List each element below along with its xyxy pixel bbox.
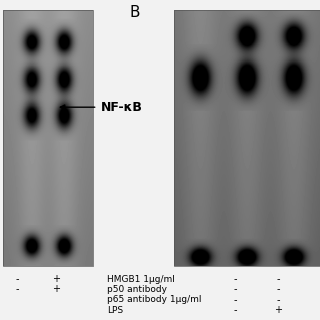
Text: LPS: LPS xyxy=(107,306,123,315)
Text: -: - xyxy=(277,274,280,284)
Text: -: - xyxy=(234,305,237,316)
Text: HMGB1 1μg/ml: HMGB1 1μg/ml xyxy=(107,275,175,284)
Text: -: - xyxy=(16,284,19,294)
Text: -: - xyxy=(16,274,19,284)
Text: NF-κB: NF-κB xyxy=(101,101,143,114)
Text: -: - xyxy=(277,284,280,294)
Text: p65 antibody 1μg/ml: p65 antibody 1μg/ml xyxy=(107,295,202,304)
Text: -: - xyxy=(234,274,237,284)
Text: +: + xyxy=(274,305,282,316)
Bar xyxy=(3,10,93,266)
Text: +: + xyxy=(52,284,60,294)
Bar xyxy=(174,10,320,266)
Text: B: B xyxy=(129,5,140,20)
Text: +: + xyxy=(52,274,60,284)
Text: -: - xyxy=(234,284,237,294)
Text: -: - xyxy=(234,295,237,305)
Text: p50 antibody: p50 antibody xyxy=(107,285,167,294)
Text: -: - xyxy=(277,295,280,305)
